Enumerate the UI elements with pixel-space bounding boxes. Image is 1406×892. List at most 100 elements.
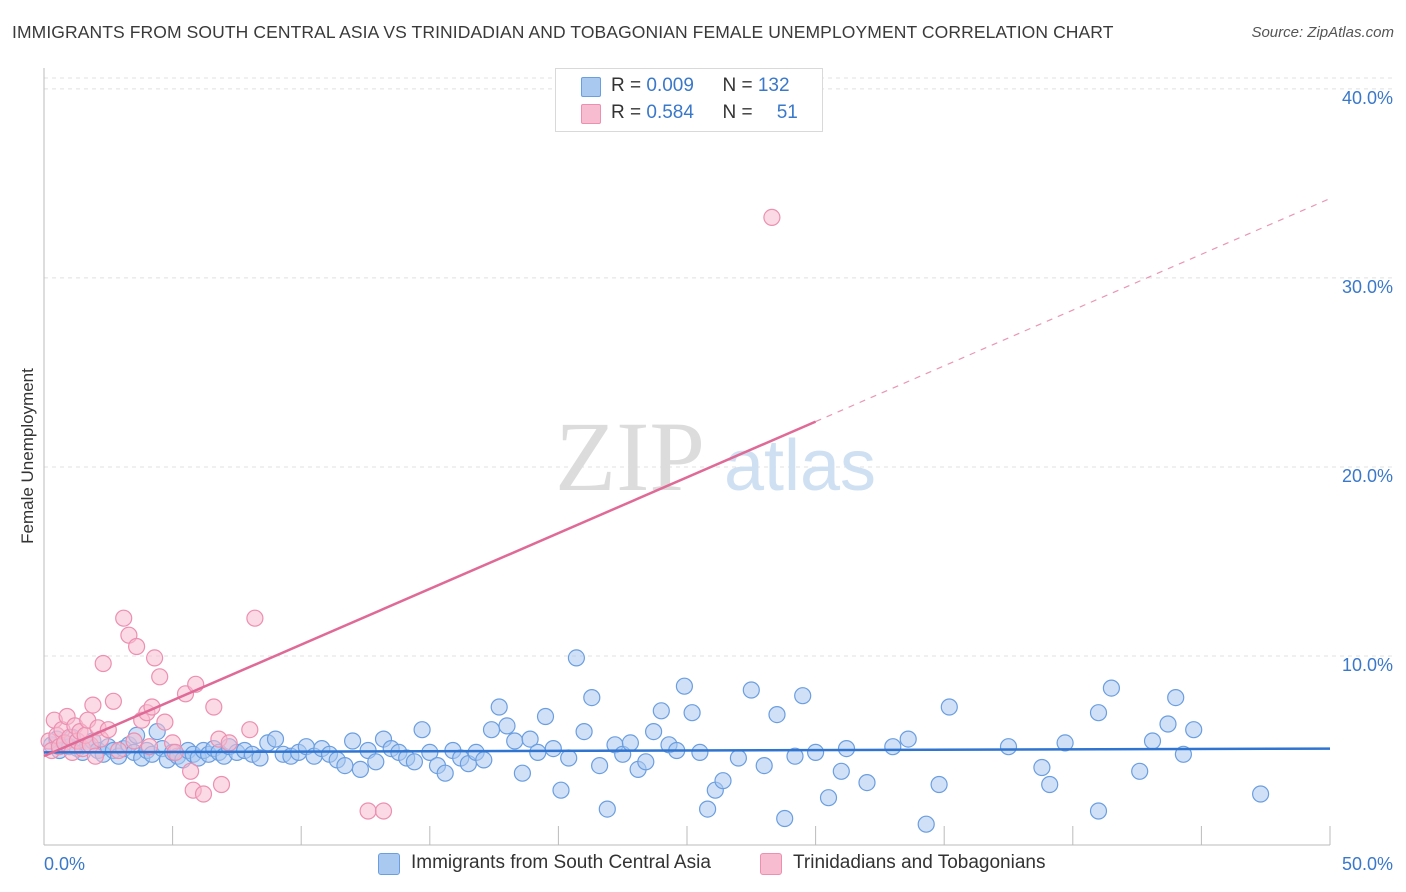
data-point-blue <box>832 762 850 780</box>
data-point-blue <box>644 722 663 741</box>
data-point-blue <box>1102 679 1121 697</box>
data-point-blue <box>529 743 547 762</box>
data-point-blue <box>506 732 524 750</box>
chart-title: IMMIGRANTS FROM SOUTH CENTRAL ASIA VS TR… <box>12 22 1114 42</box>
data-point-blue <box>729 749 748 767</box>
trend-lines <box>43 197 1331 758</box>
data-point-pink <box>220 734 238 752</box>
data-point-blue <box>714 772 732 790</box>
data-point-blue <box>1033 758 1051 777</box>
watermark-zip: ZIP <box>555 401 705 512</box>
data-point-blue <box>917 815 935 833</box>
trend-line-pink-extrapolated <box>815 197 1331 423</box>
data-point-blue <box>637 753 655 771</box>
y-tick-label: 30.0% <box>1342 277 1393 297</box>
data-point-blue <box>1143 732 1162 750</box>
data-point-blue <box>498 717 516 735</box>
data-point-pink <box>763 208 781 226</box>
data-point-blue <box>590 756 609 775</box>
data-point-blue <box>575 722 593 741</box>
data-point-blue <box>691 743 709 762</box>
data-point-pink <box>128 637 146 656</box>
data-point-blue <box>683 704 701 722</box>
x-tick-label: 0.0% <box>44 854 85 874</box>
data-point-blue <box>351 760 369 779</box>
data-point-blue <box>940 698 958 716</box>
data-point-pink <box>109 741 128 760</box>
data-point-blue <box>652 702 670 720</box>
data-point-pink <box>146 649 164 667</box>
bottom-legend-label: Immigrants from South Central Asia <box>411 852 711 873</box>
legend-n-label: N = <box>722 102 758 123</box>
data-point-blue <box>266 730 285 748</box>
data-point-blue <box>858 773 876 792</box>
data-point-blue <box>482 721 501 739</box>
series-pink-points <box>40 208 781 820</box>
x-tick-label: 50.0% <box>1342 854 1393 874</box>
data-point-blue <box>999 738 1018 756</box>
data-point-blue <box>336 756 354 775</box>
bottom-legend-swatch-pink <box>760 853 782 875</box>
data-point-blue <box>794 687 812 705</box>
data-point-pink <box>125 732 143 750</box>
data-point-pink <box>104 692 123 710</box>
data-point-blue <box>698 800 717 818</box>
data-point-blue <box>413 721 431 739</box>
data-point-blue <box>1167 688 1185 707</box>
data-point-blue <box>583 688 601 707</box>
data-point-blue <box>475 751 493 769</box>
data-point-blue <box>1159 715 1177 733</box>
data-point-pink <box>182 762 200 780</box>
trend-line-pink <box>43 420 817 758</box>
data-point-blue <box>819 789 838 807</box>
data-point-pink <box>156 713 174 731</box>
data-point-blue <box>1089 704 1108 722</box>
y-tick-label: 20.0% <box>1342 466 1393 486</box>
watermark-atlas: atlas <box>724 426 876 506</box>
gridlines <box>44 77 1395 657</box>
legend-r-label: R = <box>611 75 647 96</box>
data-point-pink <box>205 698 223 716</box>
legend-r-value: 0.009 <box>646 75 694 96</box>
data-point-blue <box>436 764 454 782</box>
legend-swatch-blue <box>581 77 601 97</box>
data-point-pink <box>84 696 102 714</box>
data-point-blue <box>560 749 578 767</box>
stats-legend: R = 0.009 N = 132 R = 0.584 N = 51 <box>555 68 823 132</box>
data-point-pink <box>246 609 264 627</box>
data-point-blue <box>1251 785 1270 803</box>
data-point-blue <box>768 705 786 724</box>
y-tick-label: 10.0% <box>1342 655 1393 675</box>
data-point-blue <box>755 756 773 775</box>
data-point-blue <box>621 734 640 752</box>
data-point-blue <box>1174 745 1193 763</box>
data-point-blue <box>567 649 586 667</box>
data-point-blue <box>1185 721 1203 739</box>
data-point-pink <box>212 775 231 794</box>
data-point-pink <box>94 654 112 673</box>
tick-labels: 10.0% 20.0% 30.0% 40.0% 0.0% 50.0% <box>44 88 1393 874</box>
bottom-legend-swatch-blue <box>378 853 400 875</box>
data-point-blue <box>786 747 804 765</box>
data-point-blue <box>837 739 856 758</box>
trend-line-blue <box>43 747 1331 754</box>
data-point-blue <box>521 730 539 748</box>
data-point-blue <box>598 800 616 818</box>
data-point-blue <box>405 753 423 771</box>
legend-n-label: N = <box>722 75 758 96</box>
data-point-blue <box>806 743 825 762</box>
bottom-legend-label: Trinidadians and Tobagonians <box>793 852 1046 873</box>
watermark: ZIP atlas <box>555 401 876 512</box>
data-point-blue <box>1056 734 1074 752</box>
data-point-pink <box>374 802 393 820</box>
legend-swatch-pink <box>581 104 601 124</box>
chart-source: Source: ZipAtlas.com <box>1251 24 1394 41</box>
legend-r-label: R = <box>611 102 647 123</box>
data-point-blue <box>544 739 562 758</box>
data-point-pink <box>241 721 259 739</box>
data-point-blue <box>1041 775 1059 794</box>
data-point-blue <box>930 775 948 794</box>
data-point-blue <box>251 749 269 767</box>
y-tick-label: 40.0% <box>1342 88 1393 108</box>
